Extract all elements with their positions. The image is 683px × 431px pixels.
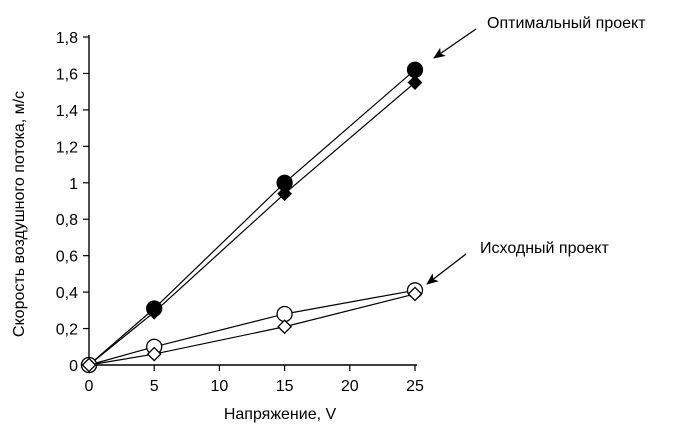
series-line (88, 69, 416, 366)
series-line (88, 293, 416, 366)
x-axis-title: Напряжение, V (224, 406, 337, 423)
y-tick-label: 1,4 (56, 103, 78, 120)
x-tick-label: 25 (406, 378, 424, 395)
y-tick-label: 0 (69, 358, 78, 375)
y-axis-title: Скорость воздушного потока, м/с (11, 91, 28, 337)
annotation-arrow (426, 253, 467, 285)
data-point (407, 286, 423, 302)
ticks: 0 5 10 15 20 25 0 0,2 0,4 0,6 0,8 1 1,2 1,4 1,6 1,8 (56, 30, 424, 395)
data-point (81, 357, 97, 373)
series-line (88, 289, 416, 366)
annotation-label: Исходный проект (480, 240, 609, 257)
series-layer (80, 61, 424, 374)
y-tick-label: 0,8 (56, 212, 78, 229)
x-tick-label: 0 (85, 378, 94, 395)
data-point (277, 319, 293, 335)
axes (88, 35, 417, 366)
y-tick-label: 0,6 (56, 249, 78, 266)
annotation-arrow (433, 28, 477, 59)
data-point (276, 305, 293, 323)
data-point (277, 186, 293, 202)
x-tick-label: 20 (341, 378, 359, 395)
annotation-1: Оптимальный проект (433, 15, 646, 59)
x-tick-label: 5 (150, 378, 159, 395)
y-tick-label: 0,4 (56, 285, 78, 302)
x-tick-label: 10 (211, 378, 229, 395)
series-1 (80, 61, 424, 374)
data-point (407, 75, 423, 90)
data-point (146, 346, 162, 362)
series-line (88, 82, 416, 366)
data-point (146, 304, 162, 320)
y-tick-label: 0,2 (56, 322, 78, 339)
annotation-2: Исходный проект (426, 240, 609, 285)
annotation-layer: Оптимальный проект Исходный проект (426, 15, 646, 285)
y-tick-label: 1,6 (56, 66, 78, 83)
annotation-label: Оптимальный проект (487, 15, 646, 32)
y-tick-label: 1,8 (56, 30, 78, 47)
x-tick-label: 15 (276, 378, 294, 395)
series-4 (81, 286, 423, 373)
y-tick-label: 1 (69, 176, 78, 193)
data-point (406, 61, 424, 78)
y-tick-label: 1,2 (56, 139, 78, 156)
